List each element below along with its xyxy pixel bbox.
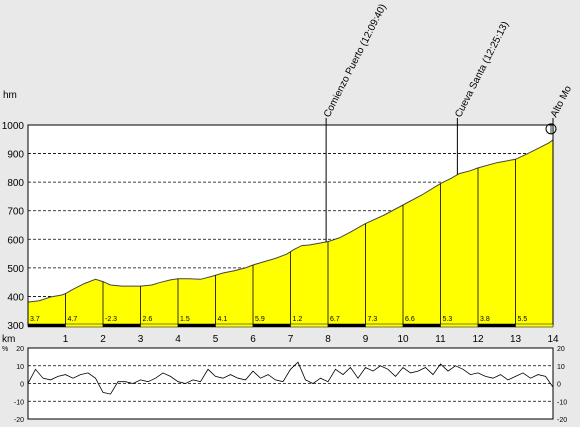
gradient-label: 6.6	[405, 316, 415, 323]
elevation-tick-label: 1000	[2, 121, 25, 132]
slope-tick-label-right: 0	[557, 382, 561, 389]
slope-tick-label-left: -10	[14, 399, 24, 406]
elevation-line	[27, 139, 554, 303]
gradient-segment-bar	[65, 323, 104, 328]
elevation-area	[28, 139, 553, 325]
km-tick-label: 7	[288, 334, 294, 345]
km-tick-label: 6	[250, 334, 256, 345]
slope-tick-label-left: 0	[20, 382, 24, 389]
waypoint-label: Comienzo Puerto (12:09:40)	[322, 2, 389, 119]
gradient-label: 6.7	[330, 316, 340, 323]
gradient-label: 5.9	[255, 316, 265, 323]
elevation-tick-label: 300	[7, 321, 24, 332]
km-tick-label: 10	[397, 334, 409, 345]
gradient-label-layer: 3.7 4.7 -2.3 2.6 1.5 4.1 5.9 1.2 6.7 7.3 6.6 5.3 3.8…	[27, 316, 554, 328]
slope-line	[27, 361, 554, 395]
km-tick-label: 4	[175, 334, 181, 345]
gradient-segment-bar	[515, 323, 554, 328]
km-tick-label: 13	[510, 334, 522, 345]
slope-panel: 20 20 10 10 0 0 -10 -10 -20 -20%	[2, 346, 567, 424]
slope-tick-label-left: -20	[14, 417, 24, 424]
slope-tick-label-left: 20	[16, 346, 24, 353]
gradient-segment-bar	[140, 323, 179, 328]
gradient-segment-bar	[102, 323, 141, 328]
km-tick-label: 2	[100, 334, 106, 345]
elevation-area-layer	[27, 139, 554, 325]
gradient-label: 4.7	[68, 316, 78, 323]
gradient-label: 1.5	[180, 316, 190, 323]
km-tick-label: 8	[325, 334, 331, 345]
elevation-tick-label: 500	[7, 264, 24, 275]
slope-tick-label-right: -10	[557, 399, 567, 406]
km-tick-labels: km 1 2 3 4 5 6 7 8 9 10 11 12 13 14	[2, 334, 559, 345]
gradient-label: 5.3	[443, 316, 453, 323]
km-tick-label: 12	[472, 334, 484, 345]
waypoint-label: Cueva Santa (12:25:13)	[453, 20, 511, 120]
elevation-tick-label: 800	[7, 178, 24, 189]
elevation-tick-label: 700	[7, 207, 24, 218]
x-unit-label: km	[2, 334, 15, 345]
gradient-label: 3.8	[480, 316, 490, 323]
gradient-label: 5.5	[518, 316, 528, 323]
gradient-label: 7.3	[368, 316, 378, 323]
km-tick-label: 3	[138, 334, 144, 345]
slope-tick-label-right: -20	[557, 417, 567, 424]
elevation-tick-label: 900	[7, 150, 24, 161]
elevation-tick-label: 600	[7, 235, 24, 246]
gradient-segment-bar	[252, 323, 291, 328]
gradient-segment-bar	[27, 323, 66, 328]
waypoint-label: Alto Mo	[549, 84, 574, 120]
gradient-segment-bar	[290, 323, 329, 328]
gradient-segment-bar	[327, 323, 366, 328]
gradient-segment-bar	[365, 323, 404, 328]
gradient-segment-bar	[177, 323, 216, 328]
km-tick-label: 9	[363, 334, 369, 345]
gradient-label: 2.6	[143, 316, 153, 323]
gradient-label: 4.1	[218, 316, 228, 323]
km-tick-label: 1	[63, 334, 69, 345]
gradient-segment-bar	[477, 323, 516, 328]
km-tick-label: 5	[213, 334, 219, 345]
elevation-unit-label: hm	[3, 90, 17, 101]
km-tick-label: 14	[547, 334, 559, 345]
gradient-segment-bar	[215, 323, 254, 328]
gradient-segment-bar	[440, 323, 479, 328]
elevation-tick-label: 400	[7, 292, 24, 303]
gradient-label: 1.2	[293, 316, 303, 323]
gradient-label: 3.7	[30, 316, 40, 323]
slope-unit-label: %	[2, 346, 8, 353]
slope-tick-label-right: 10	[557, 364, 565, 371]
slope-tick-label-right: 20	[557, 346, 565, 353]
slope-tick-label-left: 10	[16, 364, 24, 371]
gradient-segment-bar	[402, 323, 441, 328]
gradient-label: -2.3	[105, 316, 117, 323]
km-tick-label: 11	[435, 334, 446, 345]
